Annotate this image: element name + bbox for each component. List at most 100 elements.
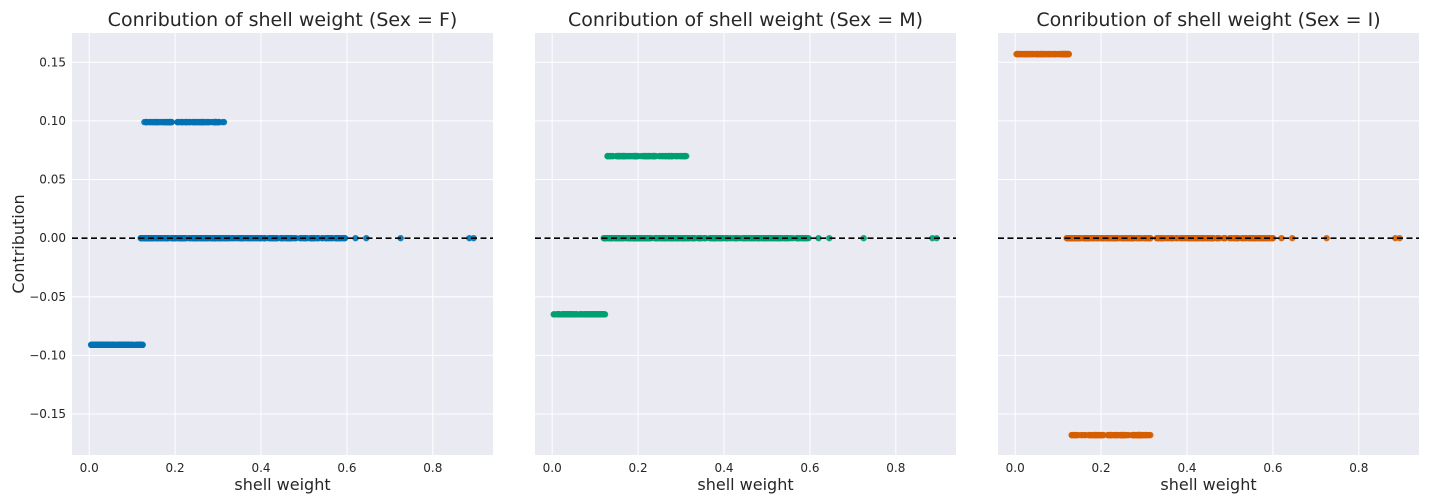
x-tick-label: 0.2 xyxy=(166,461,185,475)
data-point xyxy=(1022,50,1029,58)
data-point xyxy=(582,311,589,318)
data-point xyxy=(554,311,561,318)
x-axis-label: shell weight xyxy=(234,475,330,494)
data-point xyxy=(1250,234,1258,242)
data-point xyxy=(711,234,718,242)
x-tick-label: 0.4 xyxy=(251,461,270,475)
data-point xyxy=(652,234,659,242)
data-point xyxy=(1105,234,1113,242)
x-tick-label: 0.6 xyxy=(800,461,819,475)
data-point xyxy=(1137,234,1144,242)
data-point xyxy=(163,118,170,126)
data-point xyxy=(616,152,624,160)
data-point xyxy=(669,152,676,160)
y-tick-label: 0.15 xyxy=(39,55,66,69)
data-point xyxy=(1142,431,1150,439)
x-axis-label: shell weight xyxy=(697,475,793,494)
data-point xyxy=(1089,431,1097,439)
x-tick-label: 0.8 xyxy=(1349,461,1368,475)
y-axis-label: Contribution xyxy=(9,194,28,293)
data-point xyxy=(1115,431,1123,439)
data-point xyxy=(1052,50,1059,58)
data-point xyxy=(1221,234,1228,242)
x-tick-label: 0.0 xyxy=(543,461,562,475)
y-tick-label: 0.00 xyxy=(39,231,66,245)
data-point xyxy=(115,341,123,349)
data-point xyxy=(607,234,614,242)
data-point xyxy=(1136,431,1143,439)
data-point xyxy=(659,152,666,160)
data-point xyxy=(322,234,329,242)
data-point xyxy=(144,234,151,242)
y-tick-label: −0.10 xyxy=(29,348,66,362)
x-tick-label: 0.2 xyxy=(1092,461,1111,475)
x-tick-label: 0.8 xyxy=(423,461,442,475)
data-point xyxy=(285,234,293,242)
y-tick-label: −0.15 xyxy=(29,407,66,421)
data-point xyxy=(1070,431,1077,439)
data-point xyxy=(209,234,217,242)
y-tick-label: 0.10 xyxy=(39,114,66,128)
data-point xyxy=(239,234,247,242)
data-point xyxy=(607,152,615,160)
x-tick-label: 0.0 xyxy=(80,461,99,475)
data-point xyxy=(220,118,228,126)
data-point xyxy=(171,234,178,242)
data-point xyxy=(89,341,97,349)
data-point xyxy=(1076,234,1084,242)
y-tick-label: −0.05 xyxy=(29,290,66,304)
data-point xyxy=(1289,234,1296,242)
data-point xyxy=(663,152,671,160)
data-point xyxy=(719,234,727,242)
panel-title: Conribution of shell weight (Sex = M) xyxy=(568,9,923,31)
data-point xyxy=(125,341,133,349)
plot-area xyxy=(998,33,1419,455)
data-point xyxy=(1068,234,1076,242)
data-point xyxy=(1100,431,1107,439)
data-point xyxy=(1105,431,1112,439)
x-tick-label: 0.4 xyxy=(1177,461,1196,475)
data-point xyxy=(179,118,187,126)
x-tick-label: 0.0 xyxy=(1006,461,1025,475)
plot-area xyxy=(535,33,956,455)
data-point xyxy=(1278,234,1285,242)
data-point xyxy=(650,152,658,160)
x-tick-label: 0.8 xyxy=(886,461,905,475)
panel-title: Conribution of shell weight (Sex = I) xyxy=(1036,9,1380,31)
data-point xyxy=(1013,50,1020,58)
data-point xyxy=(189,118,196,126)
data-point xyxy=(1181,234,1189,242)
x-tick-label: 0.6 xyxy=(337,461,356,475)
data-point xyxy=(145,118,153,126)
data-point xyxy=(674,152,681,160)
x-axis-label: shell weight xyxy=(1160,475,1256,494)
data-point xyxy=(191,234,198,242)
data-point xyxy=(363,234,370,242)
data-point xyxy=(1241,234,1248,242)
data-point xyxy=(815,234,822,242)
data-point xyxy=(630,152,638,160)
data-point xyxy=(641,152,649,160)
panel-title: Conribution of shell weight (Sex = F) xyxy=(108,9,458,31)
data-point xyxy=(702,234,709,242)
panel-1: 0.0 0.2 0.4 0.6 0.8 −0.15 −0.10 −0.05 0.00 0.05 0.… xyxy=(9,9,493,494)
data-point xyxy=(775,234,782,242)
x-tick-label: 0.6 xyxy=(1263,461,1282,475)
data-point xyxy=(1058,50,1065,58)
data-point xyxy=(1033,50,1041,58)
x-tick-label: 0.2 xyxy=(629,461,648,475)
data-point xyxy=(577,311,584,318)
data-point xyxy=(133,341,141,349)
data-point xyxy=(111,341,118,349)
data-point xyxy=(352,234,359,242)
data-point xyxy=(196,118,204,126)
data-point xyxy=(138,341,146,349)
data-point xyxy=(826,234,833,242)
plot-area xyxy=(72,33,493,455)
data-point xyxy=(212,118,220,126)
data-point xyxy=(1164,234,1171,242)
panel-2: 0.0 0.2 0.4 0.6 0.8 Conribution of shell weig… xyxy=(535,9,956,494)
y-tick-label: 0.05 xyxy=(39,173,66,187)
data-point xyxy=(681,152,689,160)
